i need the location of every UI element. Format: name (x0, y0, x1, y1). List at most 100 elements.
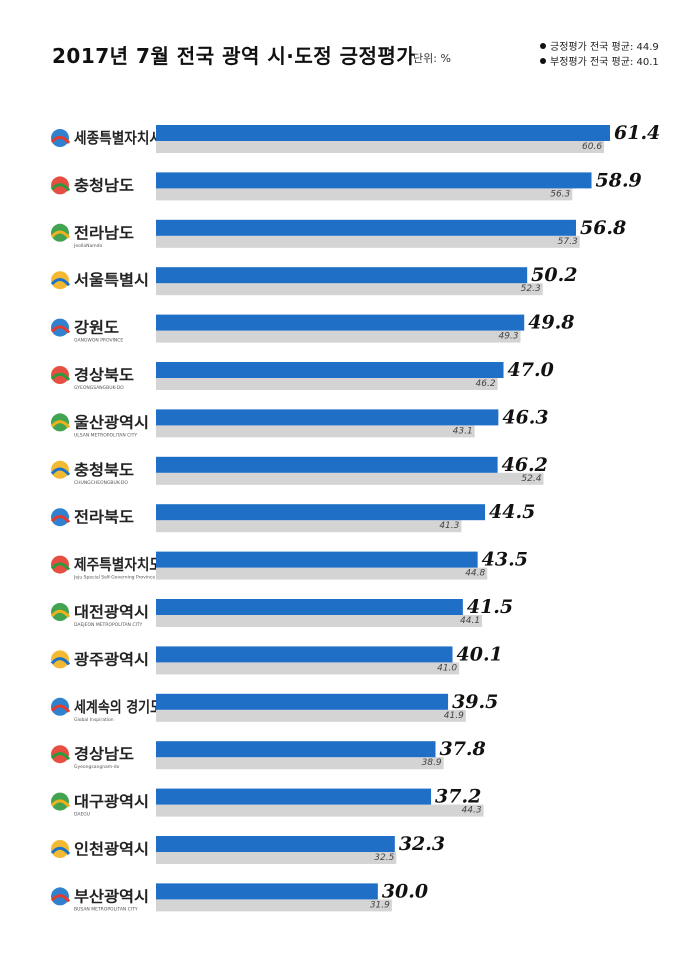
positive-value-label: 39.5 (452, 691, 498, 713)
region-name-label: 전라북도 (74, 508, 134, 526)
positive-bar (156, 219, 576, 236)
region-name-label: 부산광역시 (74, 887, 149, 905)
region-subtitle-label: CHUNGCHEONGBUK-DO (74, 480, 128, 486)
chart-row: 인천광역시 32.5 32.3 (50, 833, 445, 864)
negative-value-label: 44.1 (460, 616, 480, 626)
chart-row: 세종특별자치시 60.6 61.4 (50, 122, 660, 153)
region-logo-swoosh-icon (50, 135, 71, 144)
region-logo-swoosh-icon (50, 799, 71, 808)
region-subtitle-label: GYEONGSANGBUK-DO (74, 385, 124, 391)
region-logo-swoosh-icon (50, 846, 71, 855)
positive-bar (156, 125, 610, 141)
negative-bar (156, 330, 521, 343)
region-logo-swoosh-icon (50, 704, 71, 713)
region-logo-swoosh-icon (50, 751, 71, 761)
positive-value-label: 49.8 (528, 312, 574, 334)
region-subtitle-label: ULSAN METROPOLITAN CITY (74, 432, 137, 438)
legend-label-negative: 부정평가 전국 평균: 40.1 (550, 57, 659, 68)
positive-bar (156, 456, 498, 473)
legend-dot-icon (540, 58, 546, 64)
region-logo-swoosh-icon (50, 325, 71, 334)
region-logo-swoosh-icon (50, 514, 71, 524)
negative-bar (156, 235, 580, 248)
positive-value-label: 40.1 (457, 643, 503, 665)
negative-value-label: 41.9 (444, 711, 464, 721)
region-logo-swoosh-icon (50, 420, 71, 429)
chart-row: 광주광역시 41.040.1 (50, 643, 503, 675)
negative-value-label: 57.3 (558, 237, 578, 247)
region-name-label: 경상북도 (74, 366, 134, 384)
chart-row: 전라북도 41.3 44.5 (50, 501, 535, 533)
region-subtitle-label: GANGWON PROVINCE (74, 338, 123, 344)
region-name-label: 경상남도 (74, 745, 134, 763)
positive-bar (156, 646, 453, 663)
region-logo-swoosh-icon (50, 657, 71, 666)
region-logo-swoosh-icon (50, 894, 71, 903)
negative-value-label: 38.9 (422, 758, 442, 768)
positive-bar (156, 741, 436, 758)
region-name-label: 광주광역시 (74, 650, 149, 668)
positive-bar (156, 788, 432, 805)
negative-bar (156, 520, 462, 533)
positive-value-label: 47.0 (508, 359, 554, 381)
region-name-label: 제주특별자치도 (74, 556, 162, 574)
region-subtitle-label: Gyeongsangnam-do (74, 764, 120, 770)
region-subtitle-label: DAEGU (74, 812, 90, 818)
positive-value-label: 43.5 (482, 549, 528, 571)
legend-item-positive: 긍정평가 전국 평균: 44.9 (540, 40, 659, 55)
positive-value-label: 30.0 (382, 880, 428, 902)
positive-value-label: 58.9 (596, 169, 642, 191)
negative-value-label: 44.8 (465, 569, 485, 579)
region-name-label: 강원도 (74, 319, 119, 337)
negative-bar (156, 472, 544, 485)
negative-value-label: 41.0 (437, 663, 457, 673)
region-subtitle-label: Global Inspiration (74, 717, 114, 723)
negative-value-label: 41.3 (439, 521, 459, 531)
chart-row: 서울특별시 52.350.2 (50, 264, 577, 296)
positive-value-label: 50.2 (531, 264, 577, 286)
negative-bar (156, 188, 573, 201)
positive-value-label: 44.5 (489, 501, 535, 523)
region-logo-swoosh-icon (50, 562, 71, 571)
region-name-label: 세종특별자치시 (74, 129, 162, 147)
positive-bar (156, 362, 504, 378)
positive-value-label: 56.8 (580, 217, 626, 239)
positive-value-label: 41.5 (467, 596, 513, 618)
region-subtitle-label: DAEJEON METROPOLITAN CITY (74, 622, 143, 628)
legend-label-positive: 긍정평가 전국 평균: 44.9 (550, 42, 659, 53)
negative-bar (156, 425, 475, 438)
negative-value-label: 52.3 (521, 284, 541, 294)
negative-bar (156, 615, 483, 627)
legend-item-negative: 부정평가 전국 평균: 40.1 (540, 55, 659, 70)
positive-bar (156, 172, 592, 189)
chart-title: 2017년 7월 전국 광역 시·도정 긍정평가 (52, 44, 416, 68)
legend-dot-icon (540, 43, 546, 49)
region-name-label: 대구광역시 (74, 793, 149, 811)
negative-bar (156, 141, 605, 153)
positive-bar (156, 599, 463, 615)
region-subtitle-label: Jeju Special Self-Governing Province (73, 575, 155, 581)
region-name-label: 울산광역시 (74, 413, 149, 431)
region-logo-swoosh-icon (50, 372, 71, 381)
negative-value-label: 46.2 (476, 379, 496, 389)
positive-bar (156, 409, 499, 426)
region-name-label: 인천광역시 (74, 840, 149, 858)
chart-row: 충청남도 56.3 58.9 (50, 169, 642, 201)
positive-value-label: 46.3 (502, 406, 548, 428)
negative-value-label: 32.5 (374, 853, 394, 863)
region-name-label: 전라남도 (74, 224, 134, 242)
negative-value-label: 44.3 (462, 806, 482, 816)
negative-value-label: 31.9 (370, 900, 390, 910)
negative-bar (156, 757, 444, 770)
legend: 긍정평가 전국 평균: 44.9 부정평가 전국 평균: 40.1 (540, 40, 659, 70)
region-logo-swoosh-icon (50, 230, 71, 239)
negative-value-label: 43.1 (453, 426, 473, 436)
